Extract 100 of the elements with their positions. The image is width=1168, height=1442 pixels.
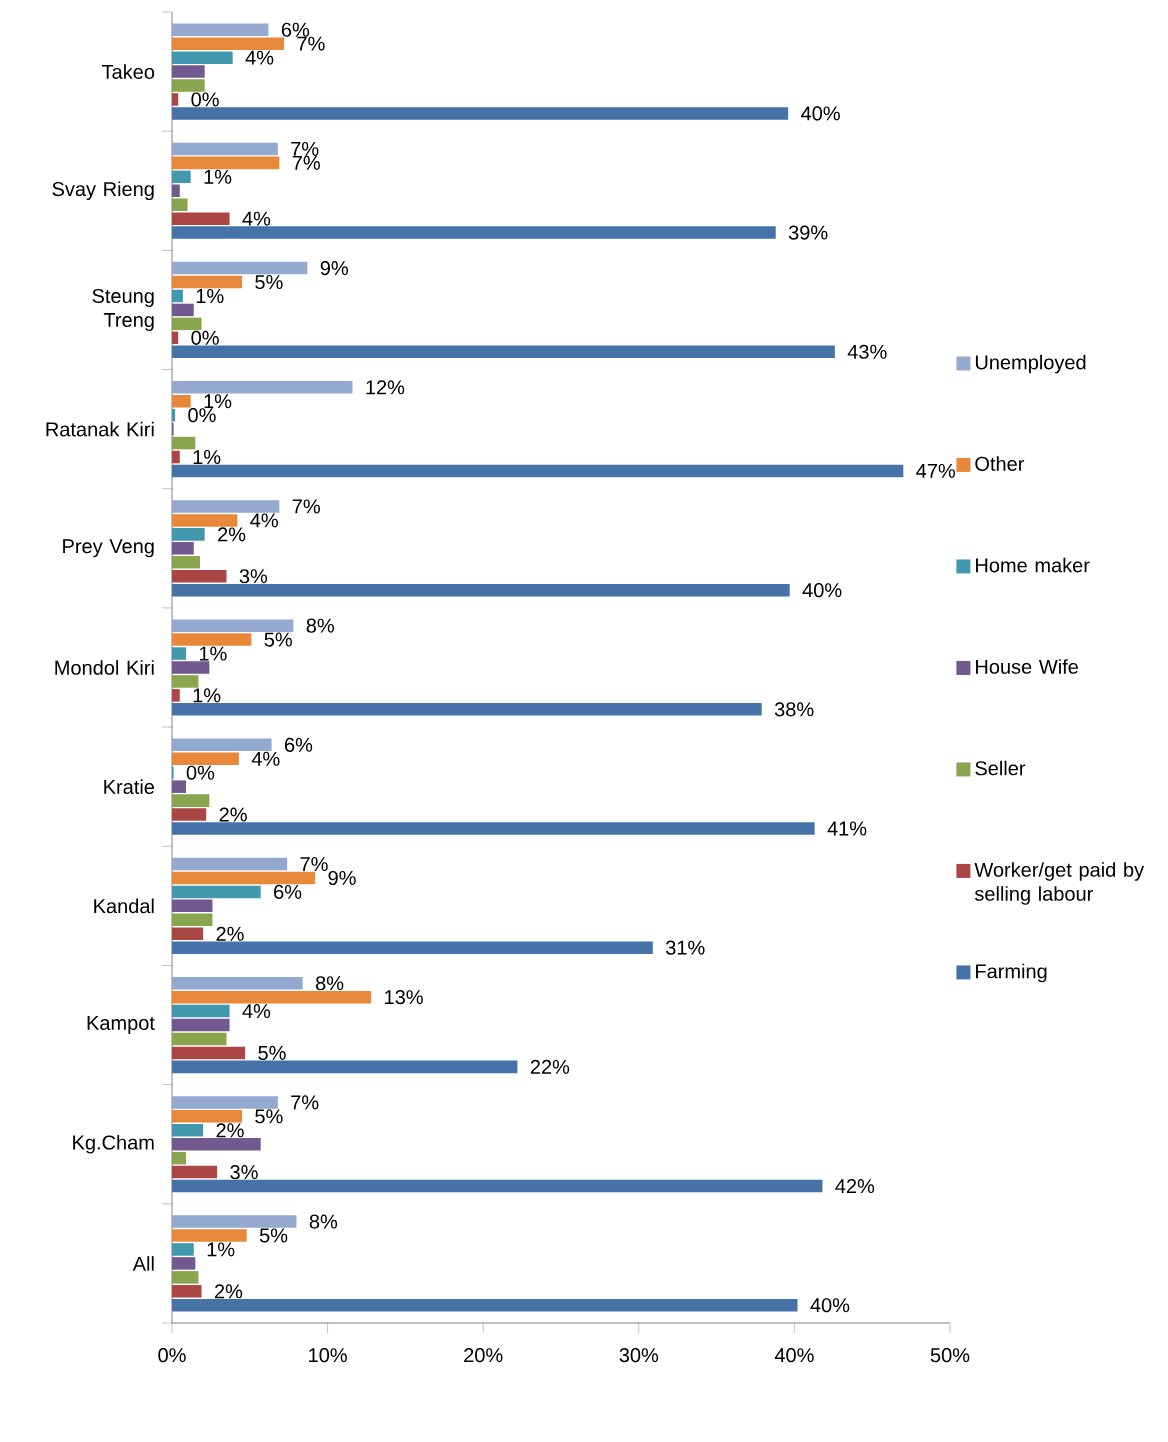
bar bbox=[171, 647, 186, 660]
bar bbox=[171, 927, 203, 941]
bar bbox=[171, 675, 199, 688]
data-label: 2% bbox=[216, 926, 244, 941]
data-label: 1% bbox=[199, 646, 227, 661]
data-label: 9% bbox=[328, 870, 356, 886]
bar bbox=[171, 1165, 217, 1179]
data-label: 2% bbox=[216, 1123, 244, 1138]
x-tick-label: 40% bbox=[774, 1348, 814, 1363]
bar bbox=[171, 1060, 518, 1074]
bar bbox=[171, 794, 210, 807]
bar bbox=[171, 23, 269, 37]
data-label: 5% bbox=[264, 632, 292, 647]
bar bbox=[171, 156, 280, 170]
bar bbox=[171, 345, 835, 359]
x-tick-label: 20% bbox=[464, 1348, 503, 1363]
data-label: 4% bbox=[242, 1004, 270, 1019]
data-label: 4% bbox=[245, 50, 274, 65]
y-tick-label: Svay Rieng bbox=[52, 181, 154, 201]
legend-label: Seller bbox=[975, 760, 1026, 776]
data-label: 2% bbox=[217, 527, 246, 542]
data-label: 7% bbox=[292, 499, 320, 514]
bar bbox=[171, 1179, 823, 1193]
bar bbox=[171, 65, 205, 78]
data-label: 39% bbox=[788, 225, 828, 240]
data-label: 8% bbox=[306, 618, 334, 633]
bar bbox=[171, 1137, 261, 1151]
bar bbox=[171, 661, 210, 674]
legend-label: Farming bbox=[975, 963, 1047, 983]
bar bbox=[171, 689, 180, 702]
data-label: 3% bbox=[230, 1165, 258, 1180]
data-label: 7% bbox=[300, 857, 328, 872]
legend-label: Other bbox=[975, 456, 1024, 471]
data-label: 41% bbox=[827, 821, 867, 836]
data-label: 31% bbox=[665, 940, 705, 955]
bar bbox=[171, 808, 207, 821]
bar bbox=[171, 436, 196, 450]
data-label: 6% bbox=[273, 884, 302, 899]
bar bbox=[171, 303, 194, 317]
legend-label: Worker/get paid by selling labour bbox=[974, 862, 1144, 905]
data-label: 2% bbox=[219, 807, 247, 822]
bar bbox=[171, 289, 183, 303]
data-label: 7% bbox=[292, 155, 320, 170]
data-label: 40% bbox=[802, 583, 842, 598]
legend-label: Home maker bbox=[975, 557, 1090, 573]
bar bbox=[171, 184, 180, 198]
bar bbox=[171, 738, 272, 752]
bar bbox=[171, 170, 191, 184]
bar bbox=[171, 107, 788, 120]
y-tick-label: Steung Treng bbox=[92, 288, 154, 331]
bar bbox=[171, 556, 200, 569]
data-label: 5% bbox=[255, 275, 283, 290]
y-tick-label: Prey Veng bbox=[62, 539, 154, 558]
data-label: 1% bbox=[193, 450, 221, 465]
data-label: 40% bbox=[810, 1298, 850, 1313]
y-tick-label: Kg.Cham bbox=[73, 1134, 154, 1154]
bar bbox=[171, 464, 904, 478]
x-tick-label: 10% bbox=[308, 1348, 347, 1363]
legend-label: Unemployed bbox=[975, 354, 1086, 374]
data-label: 3% bbox=[239, 569, 267, 584]
data-label: 13% bbox=[384, 990, 423, 1005]
data-label: 5% bbox=[259, 1228, 288, 1243]
bar bbox=[171, 394, 191, 408]
bar bbox=[171, 857, 287, 871]
bar bbox=[171, 619, 294, 632]
bar bbox=[171, 317, 202, 331]
y-tick-label: Kampot bbox=[87, 1016, 155, 1034]
bar bbox=[171, 37, 284, 50]
data-label: 6% bbox=[284, 737, 313, 752]
data-label: 9% bbox=[320, 261, 348, 276]
y-tick-label: Mondol Kiri bbox=[55, 660, 154, 675]
data-label: 47% bbox=[916, 463, 955, 478]
bar bbox=[171, 822, 815, 835]
data-label: 7% bbox=[291, 1095, 319, 1110]
data-label: 0% bbox=[188, 408, 216, 423]
y-tick-label: Kandal bbox=[94, 898, 154, 914]
y-tick-label: All bbox=[132, 1256, 154, 1271]
bar bbox=[171, 899, 213, 913]
data-label: 12% bbox=[366, 380, 405, 395]
bar bbox=[171, 1229, 247, 1242]
bar bbox=[171, 633, 252, 646]
data-label: 1% bbox=[204, 394, 232, 409]
bar bbox=[171, 941, 653, 954]
bar bbox=[171, 275, 242, 289]
bar bbox=[171, 913, 213, 927]
bar bbox=[171, 51, 233, 64]
bar bbox=[171, 500, 280, 513]
bar bbox=[171, 408, 175, 422]
bar bbox=[171, 142, 278, 156]
data-label: 4% bbox=[251, 751, 280, 766]
bar bbox=[171, 1151, 186, 1165]
data-label: 22% bbox=[530, 1059, 569, 1074]
y-tick-label: Ratanak Kiri bbox=[46, 421, 154, 437]
data-label: 8% bbox=[309, 1214, 337, 1229]
bar bbox=[171, 1096, 278, 1109]
bar bbox=[171, 569, 227, 583]
bar bbox=[171, 226, 776, 239]
bar bbox=[171, 331, 179, 345]
data-label: 7% bbox=[297, 36, 325, 51]
bar bbox=[171, 381, 353, 394]
